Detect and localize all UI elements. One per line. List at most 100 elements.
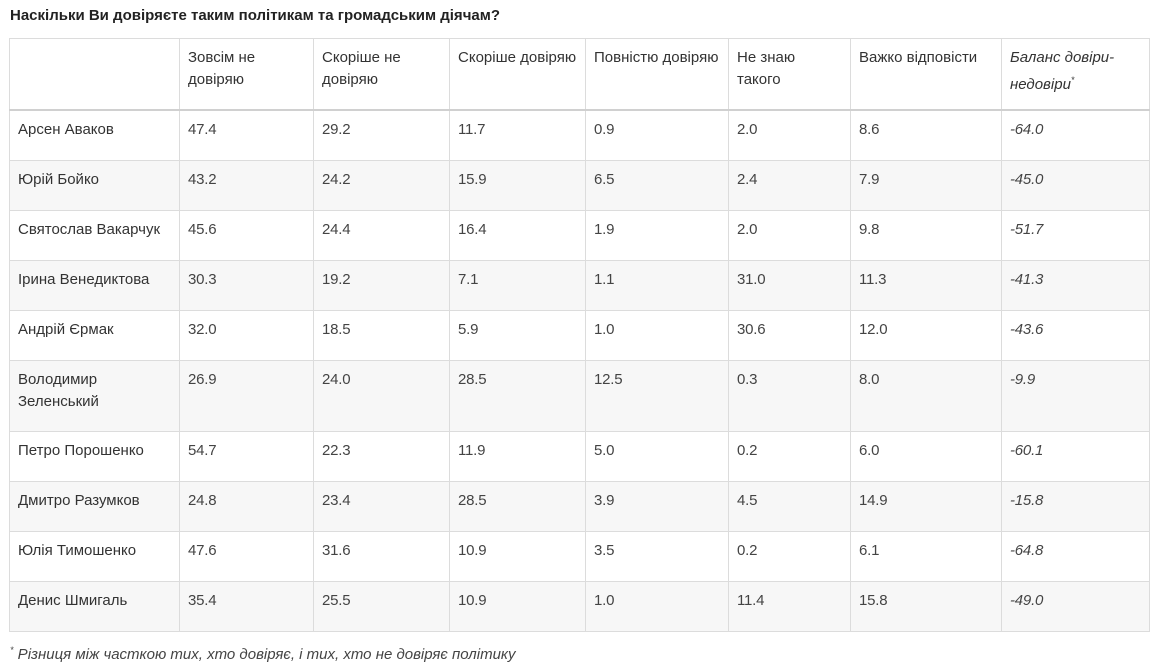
value-cell: 2.4 xyxy=(728,160,851,211)
row-name-cell: Юлія Тимошенко xyxy=(9,531,180,582)
value-cell: 23.4 xyxy=(313,481,450,532)
row-name-cell: Ірина Венедиктова xyxy=(9,260,180,311)
value-cell: 9.8 xyxy=(850,210,1002,261)
header-cell-hard-to-say: Важко відповісти xyxy=(850,38,1002,111)
row-name-cell: Володимир Зеленський xyxy=(9,360,180,432)
table-row: Юлія Тимошенко 47.6 31.6 10.9 3.5 0.2 6.1 -64.8 xyxy=(9,531,1150,582)
table-row: Андрій Єрмак 32.0 18.5 5.9 1.0 30.6 12.0 -43.6 xyxy=(9,310,1150,361)
balance-cell: -45.0 xyxy=(1001,160,1150,211)
value-cell: 43.2 xyxy=(179,160,314,211)
header-cell-trust-completely: Повністю довіряю xyxy=(585,38,729,111)
balance-cell: -43.6 xyxy=(1001,310,1150,361)
balance-cell: -51.7 xyxy=(1001,210,1150,261)
value-cell: 0.2 xyxy=(728,431,851,482)
value-cell: 28.5 xyxy=(449,360,586,432)
table-row: Юрій Бойко 43.2 24.2 15.9 6.5 2.4 7.9 -45.0 xyxy=(9,160,1150,211)
value-cell: 10.9 xyxy=(449,531,586,582)
value-cell: 1.0 xyxy=(585,581,729,632)
table-row: Дмитро Разумков 24.8 23.4 28.5 3.9 4.5 14.9 -15… xyxy=(9,481,1150,532)
value-cell: 31.0 xyxy=(728,260,851,311)
value-cell: 11.4 xyxy=(728,581,851,632)
header-balance-marker: * xyxy=(1070,75,1075,85)
table-row: Ірина Венедиктова 30.3 19.2 7.1 1.1 31.0 11.3-… xyxy=(9,260,1150,311)
value-cell: 24.4 xyxy=(313,210,450,261)
value-cell: 45.6 xyxy=(179,210,314,261)
value-cell: 54.7 xyxy=(179,431,314,482)
value-cell: 11.9 xyxy=(449,431,586,482)
value-cell: 47.4 xyxy=(179,109,314,161)
table-row: Денис Шмигаль 35.4 25.5 10.9 1.0 11.4 15.8 -49.… xyxy=(9,581,1150,632)
value-cell: 8.6 xyxy=(850,109,1002,161)
value-cell: 22.3 xyxy=(313,431,450,482)
row-name-cell: Святослав Вакарчук xyxy=(9,210,180,261)
trust-table: Зовсім не довіряю Скоріше не довіряю Ско… xyxy=(9,38,1150,632)
value-cell: 32.0 xyxy=(179,310,314,361)
value-cell: 15.8 xyxy=(850,581,1002,632)
balance-cell: -49.0 xyxy=(1001,581,1150,632)
header-balance-label: Баланс довіри-недовіри xyxy=(1010,49,1115,93)
header-cell-rather-trust: Скоріше довіряю xyxy=(449,38,586,111)
value-cell: 3.5 xyxy=(585,531,729,582)
value-cell: 0.9 xyxy=(585,109,729,161)
row-name-cell: Денис Шмигаль xyxy=(9,581,180,632)
value-cell: 6.0 xyxy=(850,431,1002,482)
row-name-cell: Юрій Бойко xyxy=(9,160,180,211)
footnote-marker: * xyxy=(10,645,14,655)
balance-cell: -9.9 xyxy=(1001,360,1150,432)
value-cell: 10.9 xyxy=(449,581,586,632)
value-cell: 29.2 xyxy=(313,109,450,161)
footnote-text: Різниця між часткою тих, хто довіряє, і … xyxy=(13,646,516,663)
value-cell: 2.0 xyxy=(728,210,851,261)
balance-cell: -64.8 xyxy=(1001,531,1150,582)
value-cell: 30.6 xyxy=(728,310,851,361)
footnote: * Різниця між часткою тих, хто довіряє, … xyxy=(10,645,516,663)
header-cell-dont-know: Не знаю такого xyxy=(728,38,851,111)
header-cell-balance: Баланс довіри-недовіри* xyxy=(1001,38,1150,111)
value-cell: 5.9 xyxy=(449,310,586,361)
value-cell: 1.9 xyxy=(585,210,729,261)
balance-cell: -15.8 xyxy=(1001,481,1150,532)
page-title: Наскільки Ви довіряєте таким політикам т… xyxy=(10,7,500,24)
table-row: Арсен Аваков 47.4 29.2 11.7 0.9 2.0 8.6 -64.0 xyxy=(9,109,1150,161)
value-cell: 7.9 xyxy=(850,160,1002,211)
value-cell: 12.0 xyxy=(850,310,1002,361)
table-body: Арсен Аваков 47.4 29.2 11.7 0.9 2.0 8.6 -64.0 Юр… xyxy=(9,109,1150,632)
value-cell: 0.3 xyxy=(728,360,851,432)
table-row: Святослав Вакарчук 45.6 24.4 16.4 1.9 2.0 9.8-… xyxy=(9,210,1150,261)
table-row: Володимир Зеленський 26.9 24.0 28.5 12.5 0.3 8… xyxy=(9,360,1150,432)
header-cell-rather-distrust: Скоріше не довіряю xyxy=(313,38,450,111)
value-cell: 6.1 xyxy=(850,531,1002,582)
value-cell: 6.5 xyxy=(585,160,729,211)
value-cell: 3.9 xyxy=(585,481,729,532)
value-cell: 24.2 xyxy=(313,160,450,211)
balance-cell: -64.0 xyxy=(1001,109,1150,161)
value-cell: 31.6 xyxy=(313,531,450,582)
balance-cell: -60.1 xyxy=(1001,431,1150,482)
value-cell: 4.5 xyxy=(728,481,851,532)
value-cell: 1.0 xyxy=(585,310,729,361)
row-name-cell: Андрій Єрмак xyxy=(9,310,180,361)
value-cell: 11.3 xyxy=(850,260,1002,311)
value-cell: 0.2 xyxy=(728,531,851,582)
value-cell: 35.4 xyxy=(179,581,314,632)
row-name-cell: Дмитро Разумков xyxy=(9,481,180,532)
value-cell: 14.9 xyxy=(850,481,1002,532)
value-cell: 25.5 xyxy=(313,581,450,632)
value-cell: 24.8 xyxy=(179,481,314,532)
value-cell: 24.0 xyxy=(313,360,450,432)
value-cell: 26.9 xyxy=(179,360,314,432)
value-cell: 28.5 xyxy=(449,481,586,532)
value-cell: 5.0 xyxy=(585,431,729,482)
value-cell: 15.9 xyxy=(449,160,586,211)
value-cell: 2.0 xyxy=(728,109,851,161)
value-cell: 8.0 xyxy=(850,360,1002,432)
table-row: Петро Порошенко 54.7 22.3 11.9 5.0 0.2 6.0 -60.… xyxy=(9,431,1150,482)
value-cell: 16.4 xyxy=(449,210,586,261)
value-cell: 12.5 xyxy=(585,360,729,432)
header-cell-distrust-completely: Зовсім не довіряю xyxy=(179,38,314,111)
balance-cell: -41.3 xyxy=(1001,260,1150,311)
table-header-row: Зовсім не довіряю Скоріше не довіряю Ско… xyxy=(9,38,1150,111)
value-cell: 47.6 xyxy=(179,531,314,582)
value-cell: 18.5 xyxy=(313,310,450,361)
row-name-cell: Арсен Аваков xyxy=(9,109,180,161)
